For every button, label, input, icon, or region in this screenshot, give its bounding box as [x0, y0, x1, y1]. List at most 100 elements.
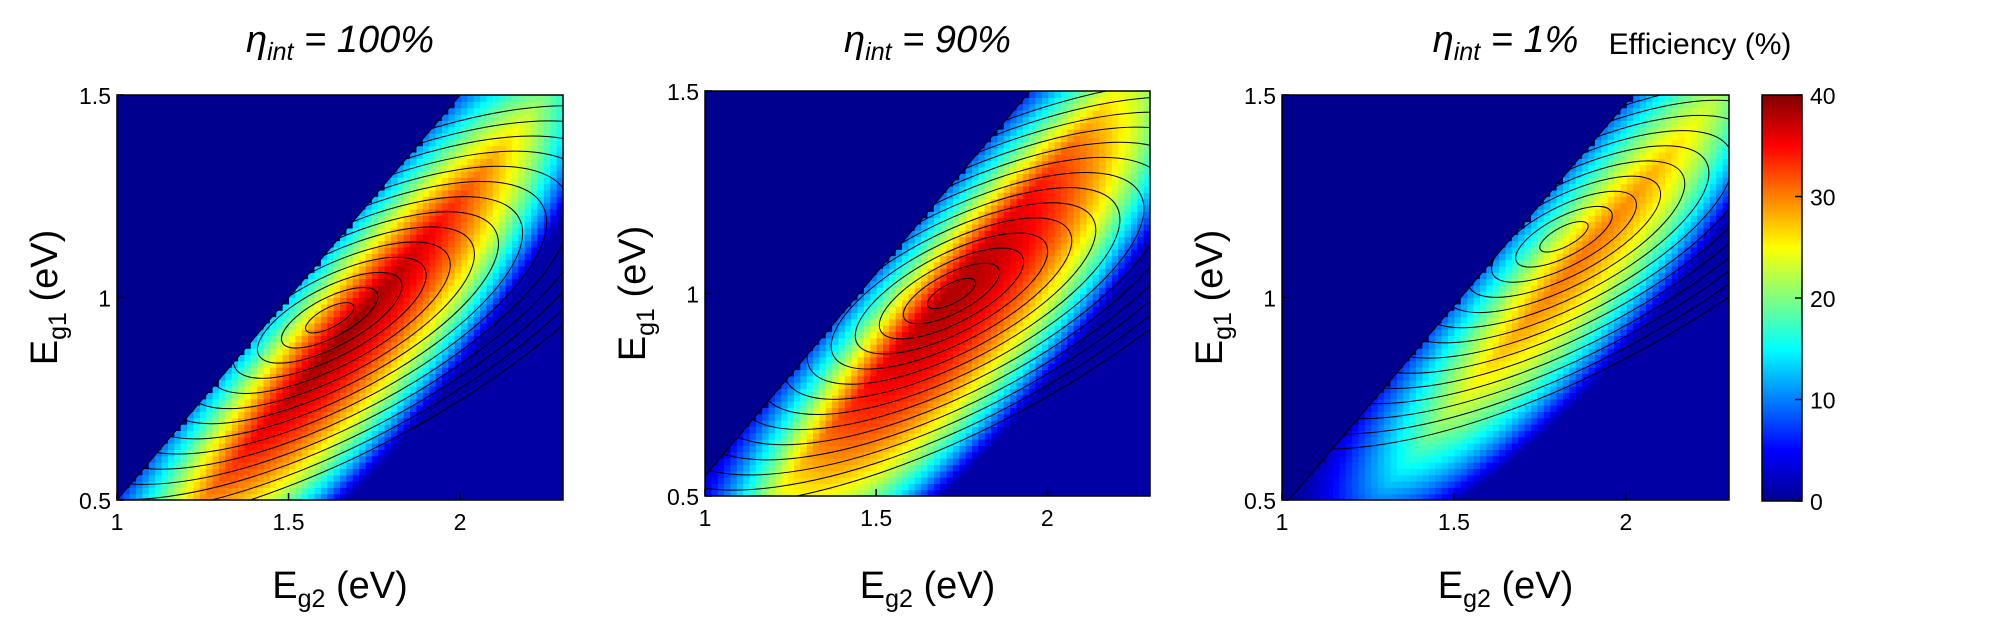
heatmap-cell	[454, 265, 462, 273]
heatmap-cell	[531, 284, 539, 292]
heatmap-cell	[550, 493, 558, 500]
heatmap-cell	[359, 443, 367, 450]
heatmap-cell	[467, 474, 475, 482]
heatmap-cell	[212, 398, 220, 406]
heatmap-cell	[480, 183, 488, 191]
heatmap-cell	[499, 196, 507, 204]
heatmap-cell	[403, 360, 411, 368]
heatmap-cell	[180, 481, 188, 488]
heatmap-cell	[359, 392, 367, 400]
heatmap-cell	[480, 335, 488, 343]
heatmap-cell	[441, 183, 449, 191]
heatmap-cell	[167, 468, 175, 476]
heatmap-cell	[187, 417, 195, 425]
heatmap-cell	[416, 335, 424, 343]
heatmap-cell	[263, 449, 271, 457]
heatmap-cell	[352, 398, 360, 406]
heatmap-cell	[416, 234, 424, 242]
heatmap-surface	[117, 95, 563, 500]
heatmap-cell	[486, 101, 494, 109]
heatmap-cell	[486, 474, 494, 482]
heatmap-cell	[416, 297, 424, 305]
heatmap-cell	[416, 487, 424, 495]
heatmap-cell	[448, 132, 456, 140]
heatmap-cell	[282, 303, 290, 311]
heatmap-cell	[193, 487, 201, 495]
heatmap-cell	[473, 417, 481, 425]
heatmap-cell	[257, 455, 265, 463]
heatmap-cell	[486, 316, 494, 324]
heatmap-cell	[429, 455, 437, 463]
heatmap-cell	[505, 278, 513, 286]
heatmap-cell	[244, 462, 252, 469]
heatmap-cell	[435, 449, 443, 457]
heatmap-cell	[384, 449, 392, 457]
heatmap-cell	[505, 202, 513, 210]
heatmap-cell	[524, 329, 532, 337]
heatmap-cell	[231, 430, 239, 438]
heatmap-cell	[359, 341, 367, 349]
heatmap-cell	[308, 303, 316, 311]
heatmap-cell	[257, 443, 265, 450]
heatmap-cell	[397, 329, 405, 337]
heatmap-cell	[161, 449, 169, 457]
heatmap-cell	[199, 443, 207, 450]
heatmap-cell	[397, 367, 405, 375]
heatmap-cell	[512, 367, 519, 375]
heatmap-cell	[263, 335, 271, 343]
heatmap-cell	[136, 487, 144, 495]
heatmap-cell	[410, 151, 418, 159]
heatmap-cell	[448, 411, 456, 419]
heatmap-cell	[486, 449, 494, 457]
heatmap-cell	[352, 265, 360, 273]
heatmap-cell	[531, 436, 539, 444]
heatmap-cell	[167, 443, 175, 450]
heatmap-cell	[467, 253, 475, 261]
heatmap-cell	[282, 354, 290, 362]
heatmap-cell	[454, 183, 462, 191]
heatmap-cell	[384, 208, 392, 216]
heatmap-cell	[308, 322, 316, 330]
heatmap-cell	[429, 177, 437, 185]
heatmap-cell	[461, 348, 469, 356]
heatmap-cell	[390, 253, 398, 261]
heatmap-cell	[359, 481, 367, 488]
heatmap-cell	[308, 392, 316, 400]
heatmap-cell	[244, 436, 252, 444]
heatmap-cell	[492, 101, 500, 109]
heatmap-cell	[301, 487, 309, 495]
heatmap-cell	[289, 373, 296, 381]
heatmap-cell	[263, 392, 271, 400]
heatmap-cell	[238, 367, 246, 375]
heatmap-cell	[365, 341, 373, 349]
heatmap-cell	[333, 398, 341, 406]
heatmap-cell	[320, 284, 328, 292]
heatmap-cell	[441, 196, 449, 204]
heatmap-cell	[365, 246, 373, 254]
heatmap-cell	[333, 303, 341, 311]
heatmap-cell	[346, 272, 354, 280]
heatmap-cell	[352, 360, 360, 368]
heatmap-cell	[365, 240, 373, 248]
heatmap-cell	[269, 348, 277, 356]
heatmap-cell	[492, 246, 500, 254]
heatmap-cell	[365, 208, 373, 216]
heatmap-cell	[467, 360, 475, 368]
heatmap-cell	[257, 474, 265, 482]
heatmap-cell	[448, 221, 456, 229]
heatmap-cell	[346, 234, 354, 242]
heatmap-cell	[148, 487, 156, 495]
heatmap-cell	[550, 189, 558, 197]
heatmap-cell	[320, 493, 328, 500]
heatmap-cell	[480, 436, 488, 444]
heatmap-cell	[422, 189, 430, 197]
heatmap-cell	[531, 177, 539, 185]
heatmap-cell	[352, 291, 360, 299]
heatmap-cell	[537, 183, 545, 191]
heatmap-cell	[365, 316, 373, 324]
heatmap-cell	[467, 487, 475, 495]
heatmap-cell	[422, 322, 430, 330]
heatmap-cell	[155, 481, 163, 488]
heatmap-cell	[467, 468, 475, 476]
heatmap-cell	[512, 95, 519, 102]
